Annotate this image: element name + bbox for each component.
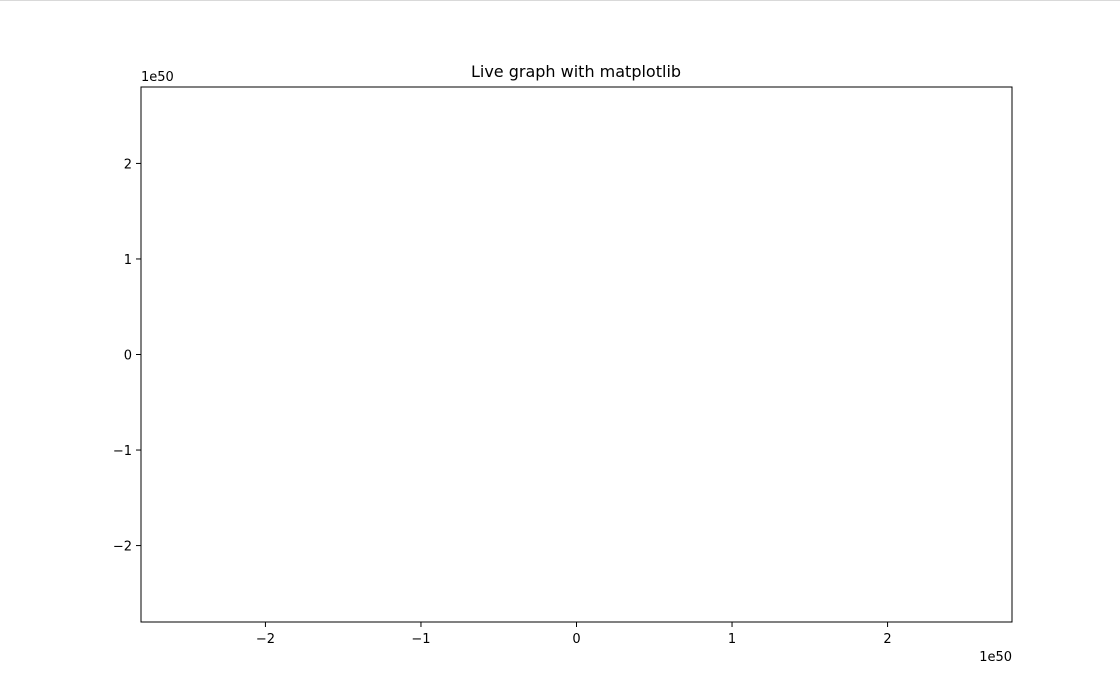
y-tick-label: −1 [113, 444, 132, 459]
x-axis-offset-label: 1e50 [979, 650, 1012, 665]
x-axis-ticks: −2 −1 0 1 2 [256, 622, 892, 647]
x-tick-label: 1 [728, 632, 736, 647]
y-tick-label: 1 [124, 253, 132, 268]
x-tick-label: −1 [411, 632, 430, 647]
x-tick-label: −2 [256, 632, 275, 647]
x-tick-label: 2 [883, 632, 891, 647]
y-tick-label: 0 [124, 349, 132, 364]
y-axis-ticks: −2 −1 0 1 2 [113, 157, 141, 555]
y-axis-offset-label: 1e50 [141, 70, 174, 85]
plot-area-frame [140, 86, 1013, 623]
chart-title: Live graph with matplotlib [471, 62, 681, 81]
y-tick-label: −2 [113, 540, 132, 555]
y-tick-label: 2 [124, 157, 132, 172]
x-tick-label: 0 [572, 632, 580, 647]
